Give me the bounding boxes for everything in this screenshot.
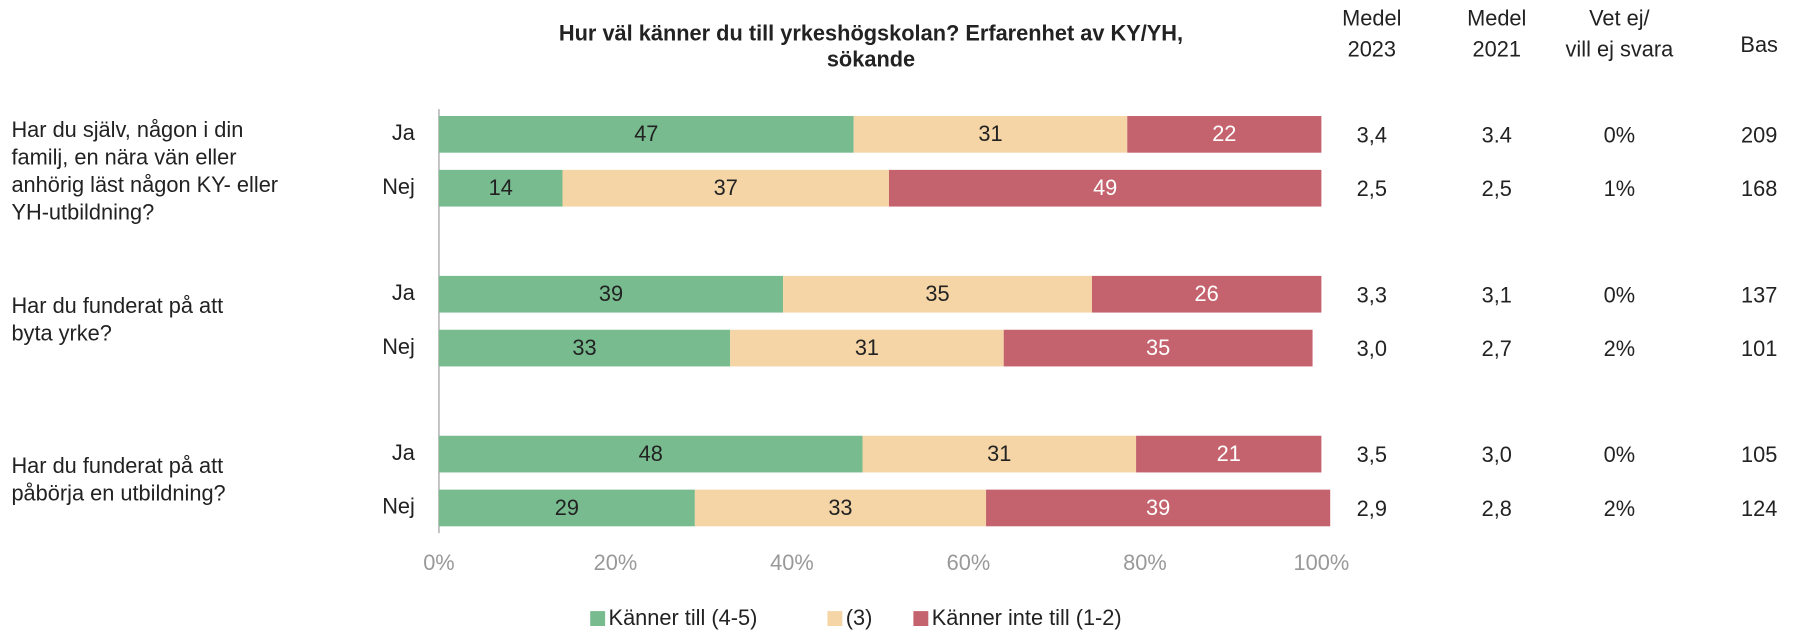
column-value: 3,1 (1482, 282, 1512, 307)
data-label: 35 (925, 281, 949, 306)
data-label: 29 (555, 495, 579, 520)
column-value: 1% (1604, 176, 1635, 201)
x-tick-label: 20% (594, 550, 638, 575)
data-label: 39 (599, 281, 623, 306)
group-label: familj, en nära vän eller (11, 145, 236, 170)
bar-segment (783, 275, 1092, 313)
bar-segment (853, 116, 1128, 153)
category-label: Nej (382, 334, 415, 359)
x-tick-label: 60% (947, 550, 991, 575)
column-value: 124 (1741, 496, 1777, 521)
data-label: 26 (1195, 281, 1219, 306)
column-header: Medel (1467, 5, 1526, 30)
column-header: 2023 (1348, 36, 1396, 61)
column-value: 2,5 (1357, 176, 1387, 201)
column-header: 2021 (1473, 36, 1521, 61)
legend-label: Känner till (4-5) (609, 605, 758, 630)
column-value: 2,5 (1482, 176, 1512, 201)
column-header: Bas (1740, 32, 1778, 57)
bar-segment (986, 489, 1331, 527)
category-label: Ja (392, 440, 416, 465)
bar-segment (438, 116, 854, 153)
column-value: 3,4 (1357, 122, 1387, 147)
group-label: Har du funderat på att (11, 453, 223, 478)
data-label: 37 (714, 175, 738, 200)
category-label: Ja (392, 120, 416, 145)
bar-segment (730, 329, 1004, 367)
bar-segment (1136, 435, 1322, 473)
legend-swatch (590, 611, 606, 627)
group-label: byta yrke? (11, 321, 111, 346)
group-label: Har du funderat på att (11, 293, 223, 318)
x-tick-label: 100% (1294, 550, 1350, 575)
data-label: 39 (1146, 495, 1170, 520)
bar-segment (438, 169, 563, 207)
column-value: 3,3 (1357, 282, 1387, 307)
data-label: 31 (855, 335, 879, 360)
column-value: 168 (1741, 176, 1777, 201)
column-value: 0% (1604, 442, 1635, 467)
bar-segment (888, 169, 1322, 207)
data-label: 35 (1146, 335, 1170, 360)
data-label: 31 (978, 121, 1002, 146)
x-tick-label: 80% (1123, 550, 1167, 575)
bar-segment (438, 489, 695, 527)
column-header: Medel (1342, 5, 1401, 30)
legend-label: (3) (846, 605, 873, 630)
data-label: 21 (1217, 441, 1241, 466)
column-value: 0% (1604, 282, 1635, 307)
legend-swatch (827, 611, 843, 627)
column-value: 3.4 (1482, 122, 1512, 147)
column-value: 3,5 (1357, 442, 1387, 467)
column-value: 2,7 (1482, 336, 1512, 361)
data-label: 47 (634, 121, 658, 146)
column-value: 0% (1604, 122, 1635, 147)
column-value: 3,0 (1357, 336, 1387, 361)
group-label: YH-utbildning? (11, 200, 154, 225)
bar-segment (438, 435, 863, 473)
group-label: påbörja en utbildning? (11, 481, 225, 506)
column-header: Vet ej/ (1589, 5, 1650, 30)
bar-segment (1127, 116, 1322, 153)
category-label: Nej (382, 494, 415, 519)
chart-title: sökande (827, 47, 915, 72)
column-value: 101 (1741, 336, 1777, 361)
data-label: 22 (1212, 121, 1236, 146)
x-tick-label: 40% (770, 550, 814, 575)
column-value: 2% (1604, 336, 1635, 361)
bar-segment (694, 489, 987, 527)
data-label: 31 (987, 441, 1011, 466)
x-tick-label: 0% (423, 550, 454, 575)
category-label: Ja (392, 280, 416, 305)
data-label: 14 (489, 175, 513, 200)
column-value: 137 (1741, 282, 1777, 307)
bar-segment (438, 275, 784, 313)
column-value: 105 (1741, 442, 1777, 467)
column-value: 2% (1604, 496, 1635, 521)
category-label: Nej (382, 174, 415, 199)
column-value: 2,8 (1482, 496, 1512, 521)
column-value: 2,9 (1357, 496, 1387, 521)
data-label: 33 (572, 335, 596, 360)
data-label: 49 (1093, 175, 1117, 200)
column-header: vill ej svara (1566, 36, 1675, 61)
column-value: 3,0 (1482, 442, 1512, 467)
column-value: 209 (1741, 122, 1777, 147)
data-label: 48 (639, 441, 663, 466)
group-label: Har du själv, någon i din (11, 117, 243, 142)
bar-segment (562, 169, 889, 207)
bar-segment (1091, 275, 1322, 313)
legend-label: Känner inte till (1-2) (932, 605, 1122, 630)
group-label: anhörig läst någon KY- eller (11, 172, 278, 197)
data-label: 33 (828, 495, 852, 520)
legend-swatch (913, 611, 929, 627)
bar-segment (438, 329, 731, 367)
chart-title: Hur väl känner du till yrkeshögskolan? E… (559, 20, 1183, 45)
bar-segment (862, 435, 1137, 473)
bar-segment (1003, 329, 1313, 367)
